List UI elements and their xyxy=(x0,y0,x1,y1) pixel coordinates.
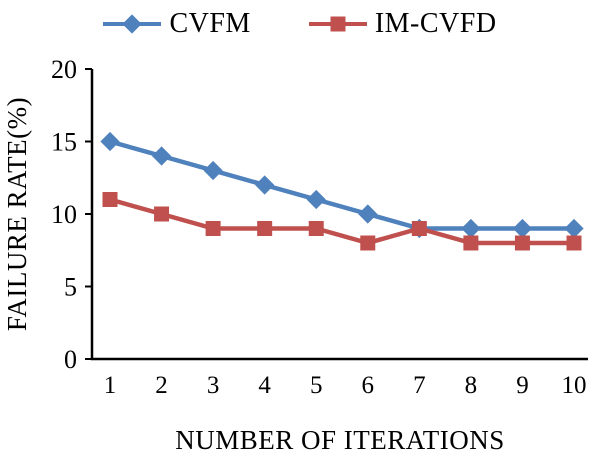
chart-plot: 0 5 10 15 20 1 2 3 4 5 6 7 8 9 10 NUMBER OF ITERATIONS F… xyxy=(2,55,588,455)
chart-series-cvfm xyxy=(100,131,584,239)
svg-text:9: 9 xyxy=(516,372,529,399)
svg-text:3: 3 xyxy=(207,372,220,399)
svg-text:5: 5 xyxy=(64,273,77,302)
svg-text:1: 1 xyxy=(104,372,117,399)
svg-text:8: 8 xyxy=(465,372,478,399)
y-axis-title: FAILURE RATE(%) xyxy=(2,97,32,331)
chart-legend: CVFM IM-CVFD xyxy=(0,0,600,41)
cvfm-line-diamond-icon xyxy=(103,13,162,34)
chart-area: 0 5 10 15 20 1 2 3 4 5 6 7 8 9 10 NUMBER OF ITERATIONS F… xyxy=(0,41,600,470)
chart-series-im-cvfd xyxy=(102,192,582,251)
axes xyxy=(90,69,588,361)
im-cvfd-line-square-icon xyxy=(308,16,367,31)
svg-text:15: 15 xyxy=(51,128,77,157)
x-axis-title: NUMBER OF ITERATIONS xyxy=(175,425,505,455)
svg-text:10: 10 xyxy=(51,200,77,229)
svg-text:5: 5 xyxy=(310,372,323,399)
svg-text:7: 7 xyxy=(413,372,426,399)
legend-label-im-cvfd: IM-CVFD xyxy=(374,7,497,39)
svg-text:6: 6 xyxy=(362,372,375,399)
legend-item-cvfm: CVFM xyxy=(103,8,250,40)
svg-text:2: 2 xyxy=(155,372,168,399)
svg-text:4: 4 xyxy=(258,372,271,399)
svg-text:10: 10 xyxy=(562,372,587,399)
x-axis-ticks: 1 2 3 4 5 6 7 8 9 10 xyxy=(104,372,587,399)
legend-label-cvfm: CVFM xyxy=(169,7,251,39)
svg-text:20: 20 xyxy=(51,55,77,84)
y-axis-ticks: 0 5 10 15 20 xyxy=(51,55,92,374)
legend-item-im-cvfd: IM-CVFD xyxy=(308,7,497,40)
svg-text:0: 0 xyxy=(64,345,77,374)
